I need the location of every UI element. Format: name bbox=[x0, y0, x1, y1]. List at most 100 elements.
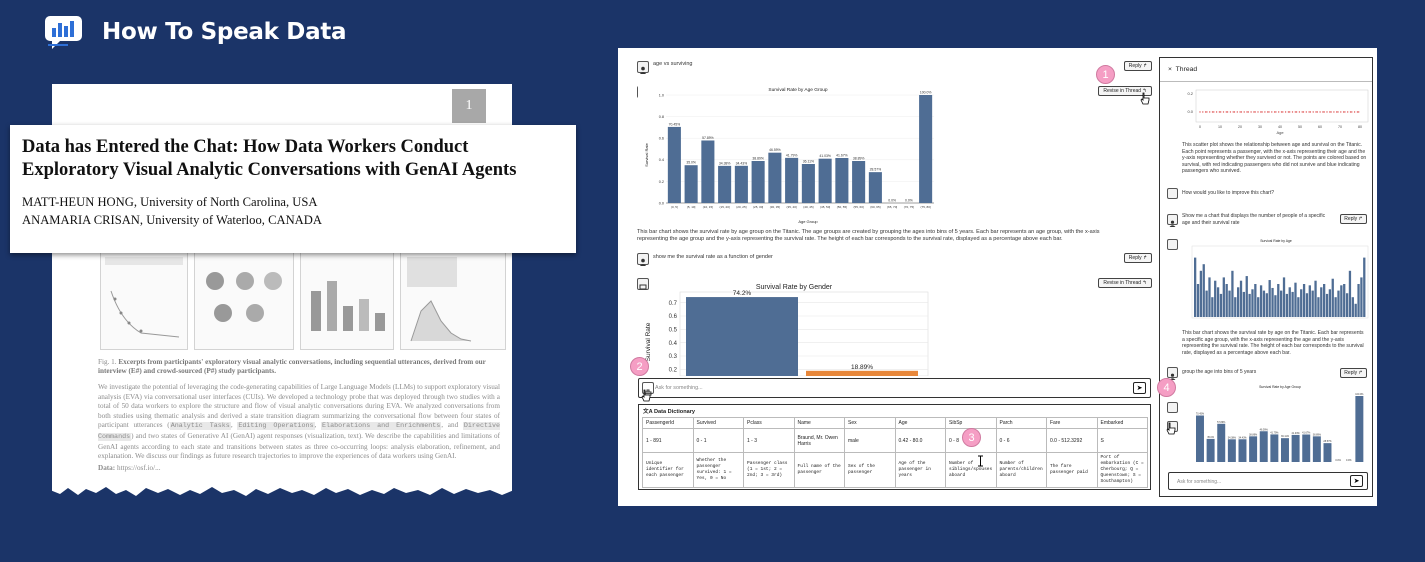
table-cell[interactable]: Whether the passenger survived: 1 = Yes,… bbox=[692, 452, 744, 488]
data-label: 0.0% bbox=[1335, 459, 1341, 462]
scatter-point bbox=[1316, 111, 1318, 113]
table-cell[interactable]: The fare passenger paid bbox=[1046, 452, 1098, 488]
chart-title: Survival Rate by Age Group bbox=[768, 87, 828, 93]
table-cell: 1 - 3 bbox=[743, 428, 795, 453]
thread-chat-input[interactable]: Ask for something... bbox=[1168, 472, 1368, 490]
callout-badge: 2 bbox=[630, 357, 649, 376]
header-cell: SibSp bbox=[945, 417, 997, 429]
data-label: 41.79% bbox=[786, 153, 798, 157]
send-icon[interactable]: ➤ bbox=[1133, 382, 1146, 394]
scatter-point bbox=[1309, 111, 1312, 113]
age-group-thread-chart: Survival Rate by Age Group 70.45% 35.0% 57… bbox=[1196, 385, 1364, 462]
x-tick: 0 bbox=[1199, 125, 1201, 129]
data-label: 35.0% bbox=[1207, 436, 1215, 439]
scatter-point bbox=[1319, 111, 1321, 113]
scatter-point bbox=[1358, 111, 1360, 113]
data-label: 36.11% bbox=[1281, 435, 1290, 438]
author-name: MATT-HEUN HONG, bbox=[22, 195, 137, 209]
bar bbox=[734, 165, 748, 203]
data-dictionary: 文A Data Dictionary PassengerId Survived … bbox=[638, 404, 1151, 490]
thread-panel: × Thread 0.2 0.0 0 10 20 30 40 50 60 70 … bbox=[1159, 57, 1373, 497]
bar bbox=[1300, 289, 1303, 317]
data-label: 57.89% bbox=[1217, 421, 1226, 424]
x-tick: 70 bbox=[1338, 125, 1342, 129]
y-tick: 0.0 bbox=[1187, 109, 1193, 114]
scatter-point bbox=[1253, 111, 1255, 113]
bar bbox=[1302, 284, 1306, 317]
scatter-point bbox=[1282, 111, 1284, 113]
brand-header: How To Speak Data bbox=[44, 12, 347, 52]
table-cell[interactable]: Age of the passenger in years bbox=[894, 452, 946, 488]
reply-button[interactable]: Reply ↱ bbox=[1124, 253, 1152, 263]
bar bbox=[1317, 297, 1320, 317]
data-label: 0.0% bbox=[905, 199, 913, 203]
reply-button[interactable]: Reply ↱ bbox=[1340, 368, 1367, 378]
y-tick-label: 0.6 bbox=[659, 137, 664, 141]
table-cell: S bbox=[1096, 428, 1148, 453]
reply-button[interactable]: Reply ↱ bbox=[1340, 214, 1367, 224]
table-cell[interactable]: Port of embarkation (C = Cherbourg; Q = … bbox=[1096, 452, 1148, 488]
bar bbox=[1334, 297, 1337, 317]
bar bbox=[1331, 278, 1334, 317]
data-label: 41.67% bbox=[1302, 431, 1311, 434]
chart-title: Survival Rate by Gender bbox=[756, 284, 833, 291]
table-cell[interactable]: Number of siblings/spouses aboard bbox=[945, 452, 997, 488]
bar bbox=[1274, 295, 1277, 317]
data-link[interactable]: https://osf.io/... bbox=[115, 463, 161, 472]
scatter-point bbox=[1250, 111, 1252, 113]
torn-paper-edge bbox=[50, 487, 514, 518]
thread-header: × Thread bbox=[1160, 58, 1372, 82]
scatter-point bbox=[1209, 111, 1211, 113]
data-label: 34.43% bbox=[1238, 436, 1247, 439]
scatter-point bbox=[1213, 111, 1215, 113]
table-cell[interactable]: Unique identifier for each passenger bbox=[642, 452, 694, 488]
scatter-point bbox=[1260, 111, 1262, 113]
bar bbox=[1237, 287, 1240, 317]
x-axis-label: Age Group bbox=[798, 219, 818, 224]
table-cell[interactable]: Passenger class (1 = 1st; 2 = 2nd; 3 = 3… bbox=[743, 452, 795, 488]
user-message: group the age into bins of 5 years bbox=[1182, 369, 1257, 375]
revise-in-thread-button[interactable]: Revise in Thread ↰ bbox=[1098, 86, 1152, 96]
bar bbox=[1363, 257, 1366, 317]
x-tick: 80 bbox=[1358, 125, 1362, 129]
bar bbox=[1211, 297, 1214, 317]
table-cell[interactable]: Number of parents/children aboard bbox=[995, 452, 1047, 488]
figure-panel bbox=[300, 250, 394, 350]
bar bbox=[1216, 287, 1220, 317]
bar bbox=[1305, 293, 1309, 317]
age-survival-scatter: 0.2 0.0 0 10 20 30 40 50 60 70 80 Age bbox=[1187, 89, 1369, 135]
bar bbox=[1259, 285, 1263, 317]
table-row: 1 - 891 0 - 1 1 - 3 Braund, Mr. Owen Har… bbox=[642, 428, 1148, 453]
scatter-point bbox=[1337, 111, 1339, 113]
header-cell: Sex bbox=[844, 417, 896, 429]
chat-input[interactable]: Ask for something... bbox=[638, 378, 1151, 398]
user-message: age vs surviving bbox=[653, 61, 693, 67]
bar bbox=[1345, 293, 1349, 317]
x-tick-label: (10, 15] bbox=[703, 205, 713, 209]
data-label: 35.0% bbox=[686, 161, 696, 165]
bar bbox=[751, 160, 765, 203]
send-icon[interactable]: ➤ bbox=[1350, 475, 1363, 487]
close-icon[interactable]: × bbox=[1168, 66, 1172, 73]
chart-title: Survival Rate by Age bbox=[1260, 239, 1292, 243]
table-cell: 0.0 - 512.3292 bbox=[1046, 428, 1098, 453]
x-tick-label: (55, 60] bbox=[854, 205, 864, 209]
reply-button[interactable]: Reply ↱ bbox=[1124, 61, 1152, 71]
scatter-point bbox=[1315, 111, 1317, 113]
table-cell[interactable]: Full name of the passenger bbox=[793, 452, 845, 488]
bar bbox=[1285, 293, 1289, 317]
bar bbox=[1277, 284, 1280, 317]
revise-in-thread-button[interactable]: Revise in Thread ↰ bbox=[1098, 278, 1152, 288]
bar bbox=[1196, 415, 1204, 462]
bar bbox=[818, 158, 832, 203]
scatter-point bbox=[1268, 111, 1270, 113]
scatter-point bbox=[1356, 111, 1359, 113]
scatter-point bbox=[1233, 111, 1236, 113]
y-tick-label: 0.5 bbox=[669, 328, 678, 334]
scatter-point bbox=[1340, 111, 1342, 113]
bar bbox=[1222, 277, 1225, 317]
table-cell[interactable]: Sex of the passenger bbox=[844, 452, 896, 488]
data-label: 34.43% bbox=[736, 161, 748, 165]
scatter-point bbox=[1264, 111, 1266, 113]
chat-chart-logo-icon bbox=[44, 14, 84, 50]
